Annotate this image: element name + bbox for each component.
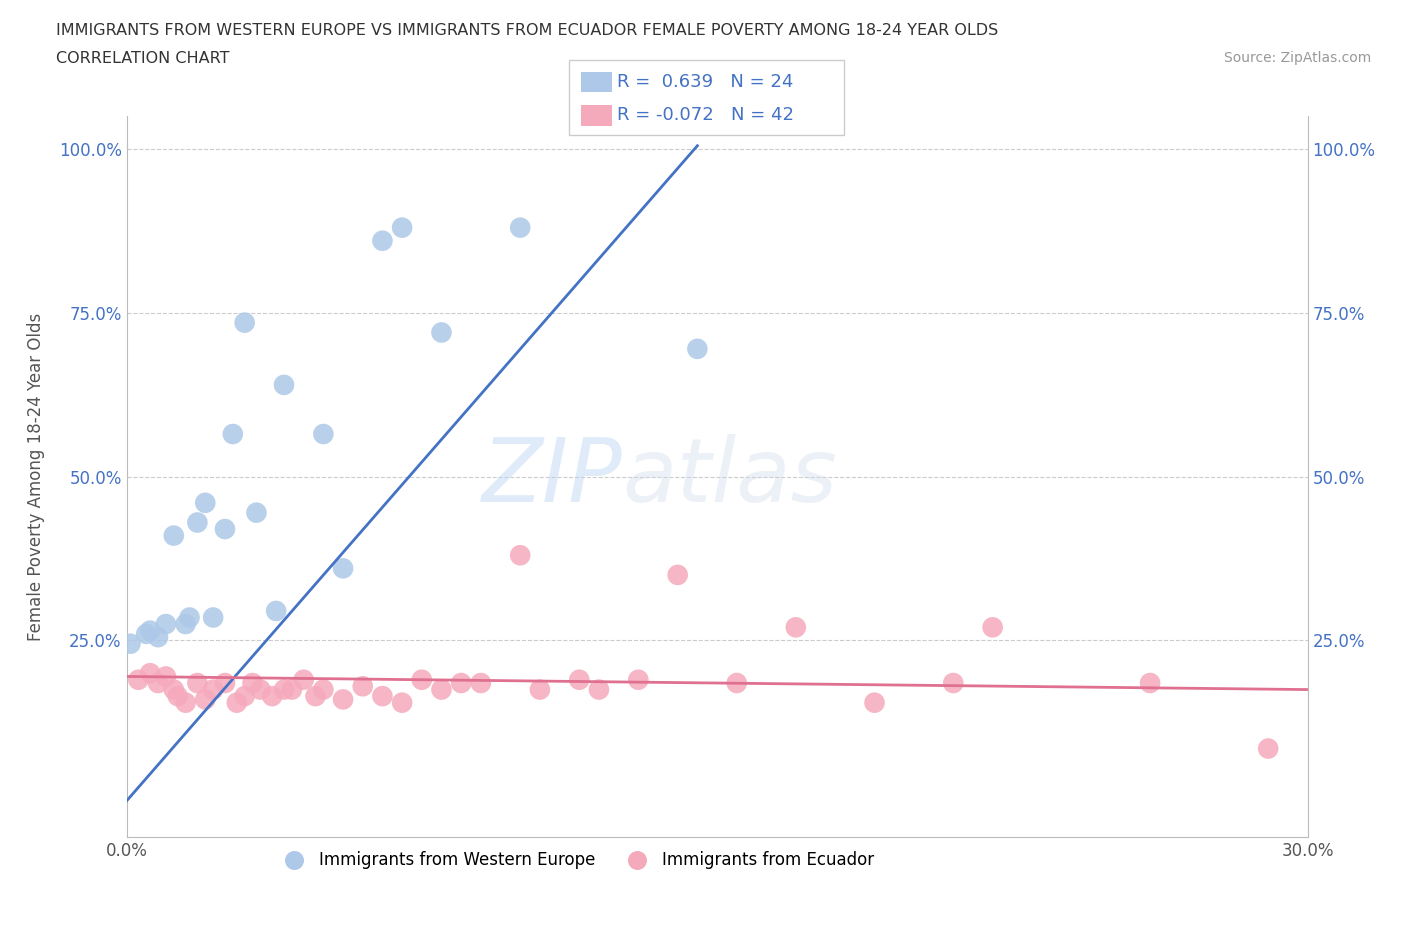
Point [312,427,335,442]
Point [174,696,197,711]
Point [146,675,169,690]
Point [666,567,689,582]
Point [186,515,208,530]
Point [430,682,453,697]
Point [352,679,374,694]
Point [179,610,201,625]
Point [686,341,709,356]
Point [273,378,295,392]
Point [249,682,271,697]
Point [529,682,551,697]
Point [450,675,472,690]
Point [186,675,208,690]
Text: R = -0.072   N = 42: R = -0.072 N = 42 [617,106,794,125]
Point [214,675,236,690]
Text: IMMIGRANTS FROM WESTERN EUROPE VS IMMIGRANTS FROM ECUADOR FEMALE POVERTY AMONG 1: IMMIGRANTS FROM WESTERN EUROPE VS IMMIGR… [56,23,998,38]
Text: Source: ZipAtlas.com: Source: ZipAtlas.com [1223,51,1371,65]
Point [264,604,287,618]
Point [202,610,225,625]
Point [391,696,413,711]
Point [588,682,610,697]
Point [233,689,256,704]
Point [371,689,394,704]
Text: atlas: atlas [623,433,838,520]
Point [470,675,492,690]
Point [222,427,245,442]
Point [332,561,354,576]
Point [135,627,157,642]
Point [194,692,217,707]
Point [281,682,304,697]
Point [139,623,162,638]
Point [509,220,531,235]
Point [1257,741,1279,756]
Point [725,675,748,690]
Y-axis label: Female Poverty Among 18-24 Year Olds: Female Poverty Among 18-24 Year Olds [27,312,45,641]
Point [245,505,267,520]
Point [312,682,335,697]
Point [163,528,186,543]
Point [139,666,162,681]
Point [568,672,591,687]
Point [332,692,354,707]
Point [127,672,149,687]
Point [863,696,886,711]
Point [411,672,433,687]
Point [292,672,315,687]
Point [146,630,169,644]
Point [942,675,965,690]
Point [233,315,256,330]
Point [430,326,453,340]
Point [1139,675,1161,690]
Point [242,675,264,690]
Point [120,636,142,651]
Point [304,689,326,704]
Point [785,620,807,635]
Point [163,682,186,697]
Point [194,496,217,511]
Point [174,617,197,631]
Point [627,672,650,687]
Point [371,233,394,248]
Point [273,682,295,697]
Point [202,682,225,697]
Point [391,220,413,235]
Point [214,522,236,537]
Point [225,696,247,711]
Text: CORRELATION CHART: CORRELATION CHART [56,51,229,66]
Point [981,620,1004,635]
Point [262,689,284,704]
Point [166,689,188,704]
Point [155,669,177,684]
Point [509,548,531,563]
Point [155,617,177,631]
Text: ZIP: ZIP [482,433,623,520]
Text: R =  0.639   N = 24: R = 0.639 N = 24 [617,73,793,91]
Legend: Immigrants from Western Europe, Immigrants from Ecuador: Immigrants from Western Europe, Immigran… [270,844,880,875]
